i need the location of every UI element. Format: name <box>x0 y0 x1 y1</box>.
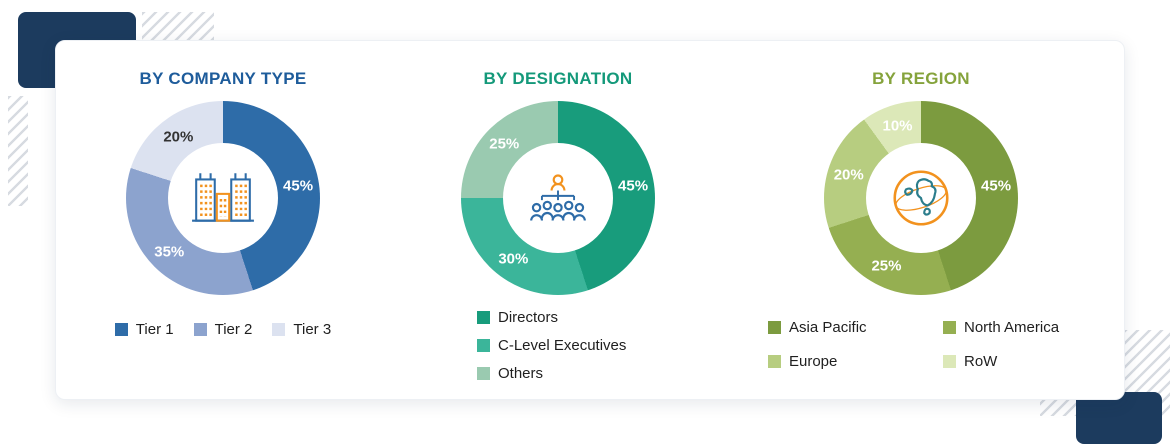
legend-swatch <box>477 339 490 352</box>
legend-item: Tier 2 <box>193 321 253 338</box>
segment-percent-label: 25% <box>489 135 520 153</box>
globe-icon <box>893 170 949 226</box>
legend-swatch <box>943 355 956 368</box>
buildings-icon <box>192 173 254 222</box>
segment-percent-label: 10% <box>882 117 913 135</box>
legend-swatch <box>477 311 490 324</box>
legend-label: Tier 2 <box>214 321 253 338</box>
legend: Asia Pacific North America Europe RoW <box>768 319 1076 370</box>
legend-swatch <box>272 323 286 336</box>
decor-navy-bottom-right <box>1076 392 1162 444</box>
segment-percent-label: 20% <box>163 128 194 145</box>
chart-title: BY COMPANY TYPE <box>139 69 307 88</box>
legend-label: Directors <box>498 309 559 326</box>
legend-swatch <box>193 323 207 336</box>
legend: Tier 1 Tier 2 Tier 3 <box>68 321 378 338</box>
segment-percent-label: 45% <box>618 177 649 195</box>
region-donut: 45% 25% 20% 10% <box>824 101 1018 295</box>
legend-label: Tier 1 <box>135 321 174 338</box>
legend-item: RoW <box>943 353 1076 370</box>
legend-item: Tier 1 <box>114 321 174 338</box>
legend-label: C-Level Executives <box>498 337 627 354</box>
segment-percent-label: 45% <box>981 177 1012 195</box>
segment-percent-label: 30% <box>498 250 529 268</box>
legend-swatch <box>477 367 490 380</box>
legend-swatch <box>114 323 128 336</box>
chart-title: BY REGION <box>872 69 970 88</box>
legend-item: C-Level Executives <box>477 337 713 354</box>
legend-label: Asia Pacific <box>789 319 867 336</box>
legend-label: North America <box>964 319 1060 336</box>
legend: Directors C-Level Executives Others <box>477 309 713 382</box>
designation-donut: 45% 30% 25% <box>461 101 655 295</box>
legend-item: Others <box>477 365 713 382</box>
legend-swatch <box>768 355 781 368</box>
donut-hole <box>168 143 278 253</box>
designation-chart: BY DESIGNATION <box>403 69 713 382</box>
legend-item: Directors <box>477 309 713 326</box>
region-chart: BY REGION 45% 25% 20% 10% Asia Pacific North… <box>766 69 1076 370</box>
company-type-chart: BY COMPANY TYPE <box>68 69 378 338</box>
decor-hatch-left <box>8 96 28 206</box>
legend-item: North America <box>943 319 1076 336</box>
legend-label: Others <box>498 365 544 382</box>
segment-percent-label: 45% <box>283 177 314 195</box>
legend-swatch <box>943 321 956 334</box>
donut-hole <box>866 143 976 253</box>
legend-item: Tier 3 <box>272 321 331 338</box>
segment-percent-label: 20% <box>833 166 864 183</box>
legend-item: Europe <box>768 353 943 370</box>
segment-percent-label: 25% <box>871 257 902 275</box>
legend-label: Tier 3 <box>293 321 332 338</box>
legend-label: RoW <box>964 353 998 370</box>
chart-title: BY DESIGNATION <box>483 69 633 88</box>
donut-hole <box>503 143 613 253</box>
legend-swatch <box>768 321 781 334</box>
segment-percent-label: 35% <box>154 243 185 261</box>
charts-card: BY COMPANY TYPE <box>55 40 1125 400</box>
org-chart-icon <box>530 174 586 221</box>
legend-item: Asia Pacific <box>768 319 943 336</box>
legend-label: Europe <box>789 353 838 370</box>
company-type-donut: 45% 35% 20% <box>126 101 320 295</box>
